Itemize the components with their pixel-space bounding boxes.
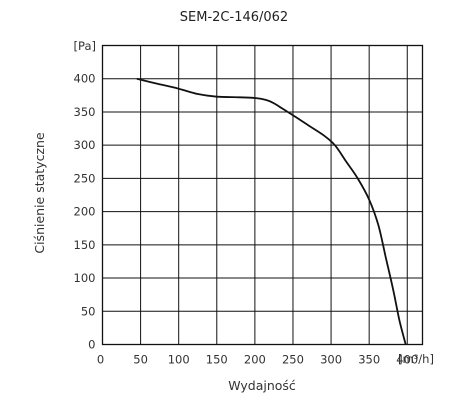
grid: [102, 45, 423, 345]
y-tick-label-250: 250: [74, 171, 96, 185]
x-tick-label-300: 300: [320, 353, 342, 367]
x-tick-label-250: 250: [282, 353, 304, 367]
y-tick-labels: 0 50 100 150 200 250 300 350 400: [74, 72, 96, 352]
y-tick-label-200: 200: [74, 205, 96, 219]
y-tick-label-300: 300: [74, 138, 96, 152]
x-tick-label-400: 400: [396, 353, 418, 367]
x-unit-label: [m³/h]: [398, 352, 434, 366]
y-tick-label-100: 100: [74, 271, 96, 285]
x-tick-label-50: 50: [133, 353, 148, 367]
x-axis-label: Wydajność: [228, 378, 296, 393]
series-line-pressure-curve: [136, 77, 407, 345]
y-tick-label-50: 50: [81, 304, 96, 318]
y-axis-label: Ciśnienie statyczne: [32, 132, 47, 254]
x-tick-label-100: 100: [168, 353, 190, 367]
y-tick-label-350: 350: [74, 105, 96, 119]
plot-frame: [101, 44, 424, 346]
x-tick-label-0: 0: [97, 353, 104, 367]
chart-title: SEM-2C-146/062: [180, 10, 288, 25]
y-unit-label: [Pa]: [74, 39, 96, 53]
y-tick-label-400: 400: [74, 72, 96, 86]
x-tick-label-150: 150: [206, 353, 228, 367]
x-tick-labels: 0 50 100 150 200 250 300 350 400: [97, 353, 418, 367]
y-tick-label-150: 150: [74, 238, 96, 252]
x-tick-label-200: 200: [244, 353, 266, 367]
y-tick-label-0: 0: [88, 338, 95, 352]
x-tick-label-350: 350: [358, 353, 380, 367]
